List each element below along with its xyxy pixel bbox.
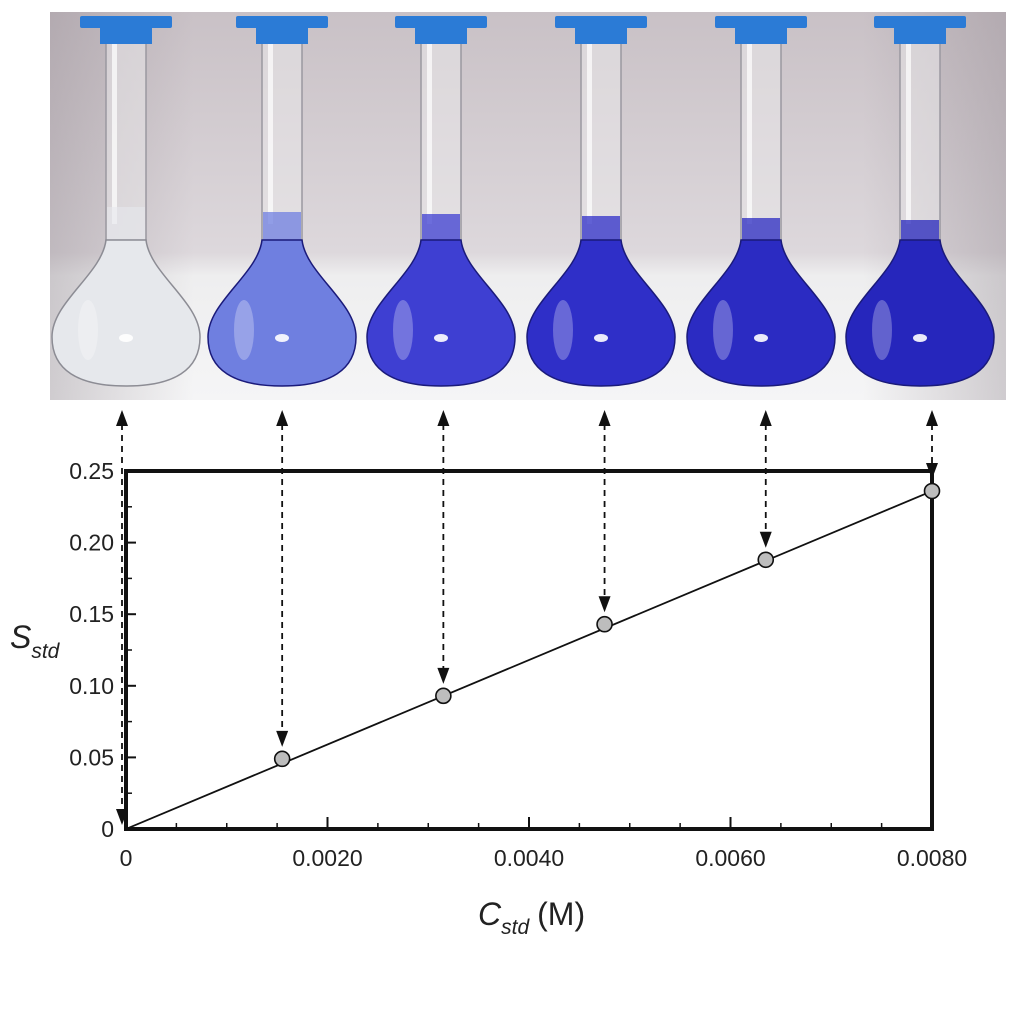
connector-arrowhead-up	[759, 410, 772, 426]
x-axis-label-subscript: std	[501, 916, 530, 939]
flask-4	[526, 16, 676, 387]
flask-neck-highlight	[587, 44, 592, 224]
flask-5	[686, 16, 836, 387]
flask-cap-stopper	[735, 26, 787, 44]
flask-1	[51, 16, 201, 387]
x-axis-label-unit: (M)	[537, 896, 585, 932]
x-tick-label: 0	[120, 845, 133, 871]
plot-frame	[124, 469, 934, 831]
connector-arrowhead-up	[598, 410, 611, 426]
flask-cap-stopper	[575, 26, 627, 44]
data-point	[923, 482, 941, 500]
flask-bulb	[686, 239, 836, 387]
connector-arrowhead-down	[437, 667, 450, 684]
flask-neck-highlight	[112, 44, 117, 224]
flask-cap-stopper	[256, 26, 308, 44]
connector-arrowhead-down	[598, 596, 611, 613]
fit-line	[125, 490, 933, 830]
x-axis-label: Cstd (M)	[478, 896, 585, 939]
x-tick-label: 0.0080	[897, 845, 967, 871]
y-tick-label: 0.05	[69, 744, 114, 770]
flask-neck-highlight	[906, 44, 911, 224]
data-point	[757, 551, 775, 569]
data-point	[435, 687, 452, 705]
connector-arrowhead-up	[116, 410, 128, 426]
x-tick-label: 0.0040	[494, 845, 564, 871]
flask-bulb-highlight	[872, 300, 892, 360]
flask-bulb	[51, 239, 201, 387]
y-tick-label: 0.10	[69, 673, 114, 699]
flask-cap-stopper	[100, 26, 152, 44]
y-axis-label-main: S	[10, 619, 31, 655]
x-tick-label: 0.0020	[292, 845, 362, 871]
flask-reflection	[119, 334, 133, 342]
flask-bulb	[526, 239, 676, 387]
connector-arrows	[116, 410, 938, 825]
connector-arrowhead-up	[276, 410, 289, 426]
flask-bulb-highlight	[234, 300, 254, 360]
connector-arrowhead-down	[759, 531, 772, 548]
flask-2	[207, 16, 357, 387]
flask-cap-top	[395, 16, 487, 28]
y-tick-label: 0	[101, 816, 114, 842]
y-tick-label: 0.25	[69, 458, 114, 484]
flask-bulb	[207, 239, 357, 387]
y-axis-label-subscript: std	[31, 640, 60, 663]
flask-reflection	[913, 334, 927, 342]
flask-reflection	[754, 334, 768, 342]
flask-neck-highlight	[268, 44, 273, 224]
flask-photo-image	[50, 12, 1006, 400]
flask-bulb-highlight	[713, 300, 733, 360]
flask-reflection	[434, 334, 448, 342]
x-tick-label: 0.0060	[695, 845, 765, 871]
flask-3	[366, 16, 516, 387]
flask-cap-top	[80, 16, 172, 28]
data-point	[273, 750, 291, 768]
fit-line-group	[125, 490, 933, 830]
flask-reflection	[275, 334, 289, 342]
flask-cap-top	[555, 16, 647, 28]
flask-cap-stopper	[415, 26, 467, 44]
flask-6	[845, 16, 995, 387]
flask-bulb-highlight	[393, 300, 413, 360]
flask-bulb	[366, 239, 516, 387]
x-axis-label-main: C	[478, 896, 502, 932]
axis-ticks: 0 0.05 0.10 0.15 0.20 0.25 0 0.0020 0.0040 0.0060…	[69, 458, 967, 871]
flask-neck-highlight	[427, 44, 432, 224]
connector-arrowhead-up	[926, 410, 938, 426]
data-point	[596, 615, 613, 633]
connector-arrowhead-up	[437, 410, 450, 426]
connector-arrowhead-down	[276, 730, 289, 747]
flask-bulb-highlight	[78, 300, 98, 360]
y-tick-label: 0.20	[69, 530, 114, 556]
flask-neck-highlight	[747, 44, 752, 224]
flask-cap-top	[874, 16, 966, 28]
data-points	[273, 482, 941, 768]
y-tick-label: 0.15	[69, 601, 114, 627]
flask-reflection	[594, 334, 608, 342]
y-axis-label: Sstd	[10, 619, 61, 663]
flask-bulb-highlight	[553, 300, 573, 360]
flask-bulb	[845, 239, 995, 387]
flask-cap-top	[236, 16, 328, 28]
flask-cap-stopper	[894, 26, 946, 44]
flask-photo	[50, 12, 1006, 400]
flask-cap-top	[715, 16, 807, 28]
